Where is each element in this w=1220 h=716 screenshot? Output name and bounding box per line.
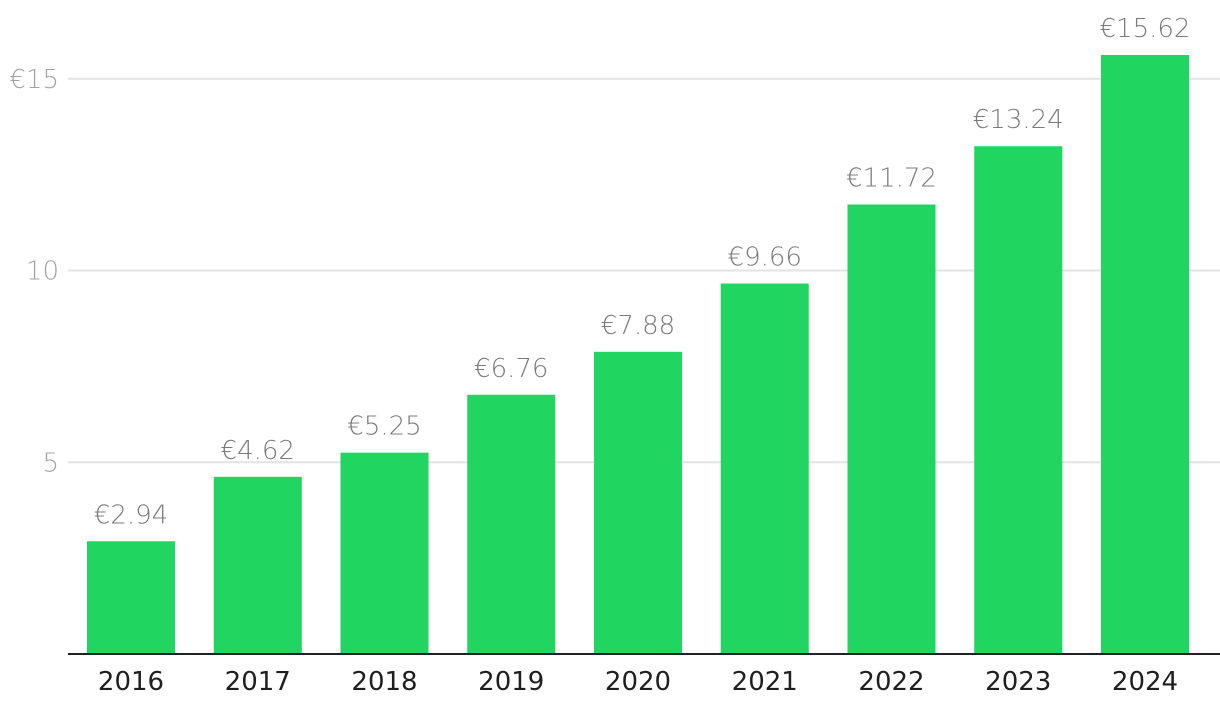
x-axis-labels: 2016 2017 2018 2019 2020 2021 2022 2023 2024 bbox=[98, 667, 1178, 697]
x-tick-label-2024: 2024 bbox=[1112, 667, 1178, 697]
data-label-2022: €11.72 bbox=[846, 164, 937, 194]
bars bbox=[87, 54, 1189, 654]
data-label-2016: €2.94 bbox=[94, 500, 168, 530]
data-label-2017: €4.62 bbox=[221, 436, 295, 466]
y-tick-label: 10 bbox=[26, 257, 59, 287]
data-label-2024: €15.62 bbox=[1100, 14, 1191, 44]
x-tick-label-2022: 2022 bbox=[858, 667, 924, 697]
bar-2020 bbox=[594, 351, 682, 654]
x-tick-label-2016: 2016 bbox=[98, 667, 164, 697]
x-tick-label-2017: 2017 bbox=[225, 667, 291, 697]
bar-2016 bbox=[87, 541, 175, 654]
x-tick-label-2020: 2020 bbox=[605, 667, 671, 697]
bar-2018 bbox=[340, 452, 429, 654]
y-tick-label: €15 bbox=[9, 65, 59, 95]
bar-2021 bbox=[720, 283, 809, 654]
bar-2023 bbox=[974, 146, 1063, 654]
data-label-2019: €6.76 bbox=[474, 354, 548, 384]
data-label-2018: €5.25 bbox=[347, 412, 421, 442]
bar-2017 bbox=[213, 476, 302, 654]
data-label-2023: €13.24 bbox=[973, 105, 1064, 135]
bar-2019 bbox=[467, 394, 556, 654]
bar-2022 bbox=[847, 204, 936, 654]
data-label-2020: €7.88 bbox=[601, 311, 675, 341]
x-tick-label-2021: 2021 bbox=[732, 667, 798, 697]
x-tick-label-2023: 2023 bbox=[985, 667, 1051, 697]
data-labels: €2.94 €4.62 €5.25 €6.76 €7.88 €9.66 €11.72 €13.… bbox=[94, 14, 1191, 530]
x-tick-label-2019: 2019 bbox=[478, 667, 544, 697]
y-tick-label: 5 bbox=[42, 448, 59, 478]
x-tick-label-2018: 2018 bbox=[351, 667, 417, 697]
bar-2024 bbox=[1101, 54, 1189, 654]
data-label-2021: €9.66 bbox=[728, 243, 802, 273]
y-axis-labels: 5 10 €15 bbox=[9, 65, 59, 479]
